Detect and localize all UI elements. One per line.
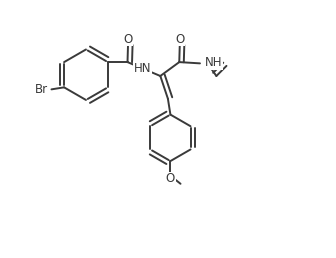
Text: O: O [166,172,175,185]
Text: O: O [123,33,133,46]
Text: HN: HN [134,62,152,75]
Text: Br: Br [35,83,48,96]
Text: O: O [175,33,184,46]
Text: NH: NH [205,56,222,69]
